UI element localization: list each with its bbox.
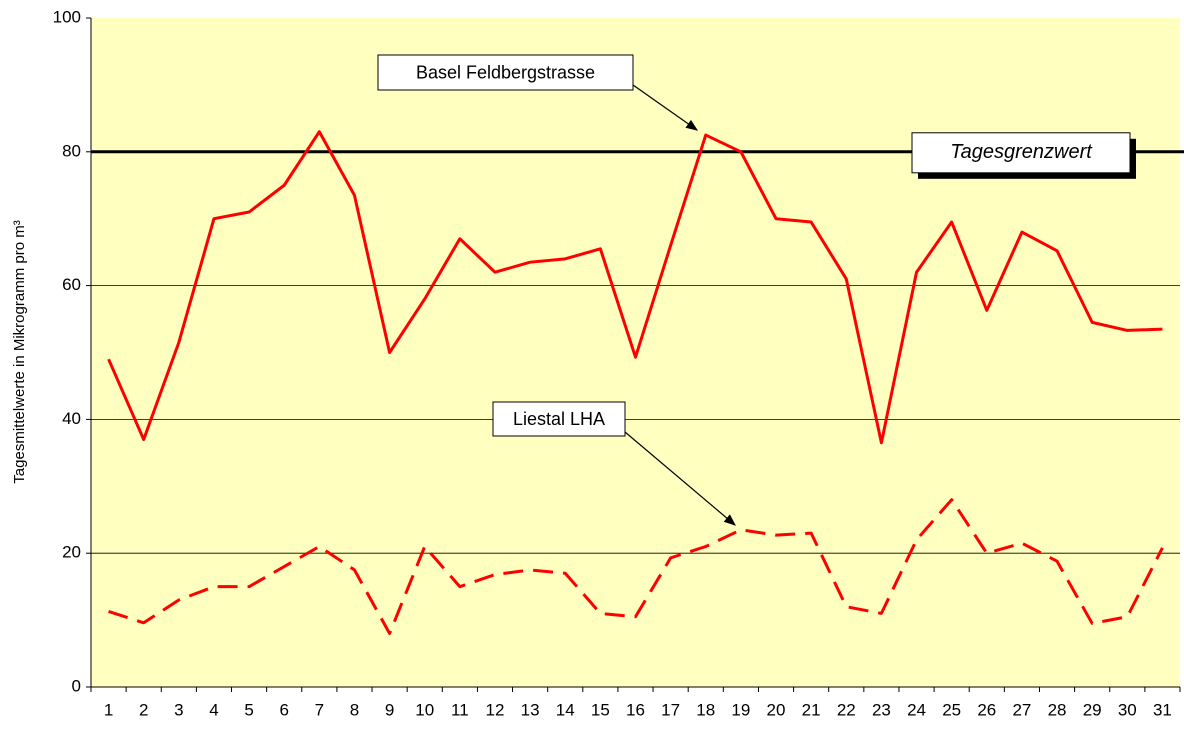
y-tick-label: 20 [62,543,81,562]
y-tick-label: 40 [62,409,81,428]
x-tick-label: 14 [556,700,575,719]
x-tick-label: 30 [1118,700,1137,719]
y-tick-label: 0 [72,676,81,695]
x-tick-label: 15 [591,700,610,719]
y-axis-label: Tagesmittelwerte in Mikrogramm pro m³ [11,220,28,483]
x-tick-label: 8 [350,700,359,719]
legend-label: Basel Feldbergstrasse [416,62,595,82]
legend-label: Liestal LHA [513,409,605,429]
data-line [107,130,1163,445]
x-tick-label: 17 [661,700,680,719]
annotation-arrow [632,84,698,131]
reference-label-box [911,132,1131,174]
annotation-arrow [624,431,736,526]
reference-label: Tagesgrenzwert [950,141,1093,163]
x-tick-label: 1 [104,700,113,719]
x-tick-label: 7 [315,700,324,719]
y-tick-label: 100 [53,7,81,26]
x-tick-label: 9 [385,700,394,719]
x-tick-label: 24 [907,700,926,719]
x-tick-label: 21 [802,700,821,719]
annotation-box [492,401,626,437]
x-tick-label: 6 [279,700,288,719]
x-tick-label: 20 [767,700,786,719]
x-tick-label: 19 [731,700,750,719]
x-tick-label: 3 [174,700,183,719]
x-tick-label: 27 [1012,700,1031,719]
x-tick-label: 31 [1153,700,1172,719]
y-tick-label: 80 [62,141,81,160]
y-tick-label: 60 [62,275,81,294]
data-line [108,498,1164,635]
x-tick-label: 13 [521,700,540,719]
x-tick-label: 23 [872,700,891,719]
x-tick-label: 28 [1048,700,1067,719]
x-tick-label: 4 [209,700,218,719]
x-tick-label: 26 [977,700,996,719]
x-tick-label: 2 [139,700,148,719]
annotation-box [377,54,634,91]
x-tick-label: 22 [837,700,856,719]
x-tick-label: 18 [696,700,715,719]
x-tick-label: 5 [244,700,253,719]
x-tick-label: 11 [451,700,469,719]
x-tick-label: 25 [942,700,961,719]
x-tick-label: 12 [486,700,505,719]
x-tick-label: 29 [1083,700,1102,719]
x-tick-label: 10 [415,700,434,719]
x-tick-label: 16 [626,700,645,719]
